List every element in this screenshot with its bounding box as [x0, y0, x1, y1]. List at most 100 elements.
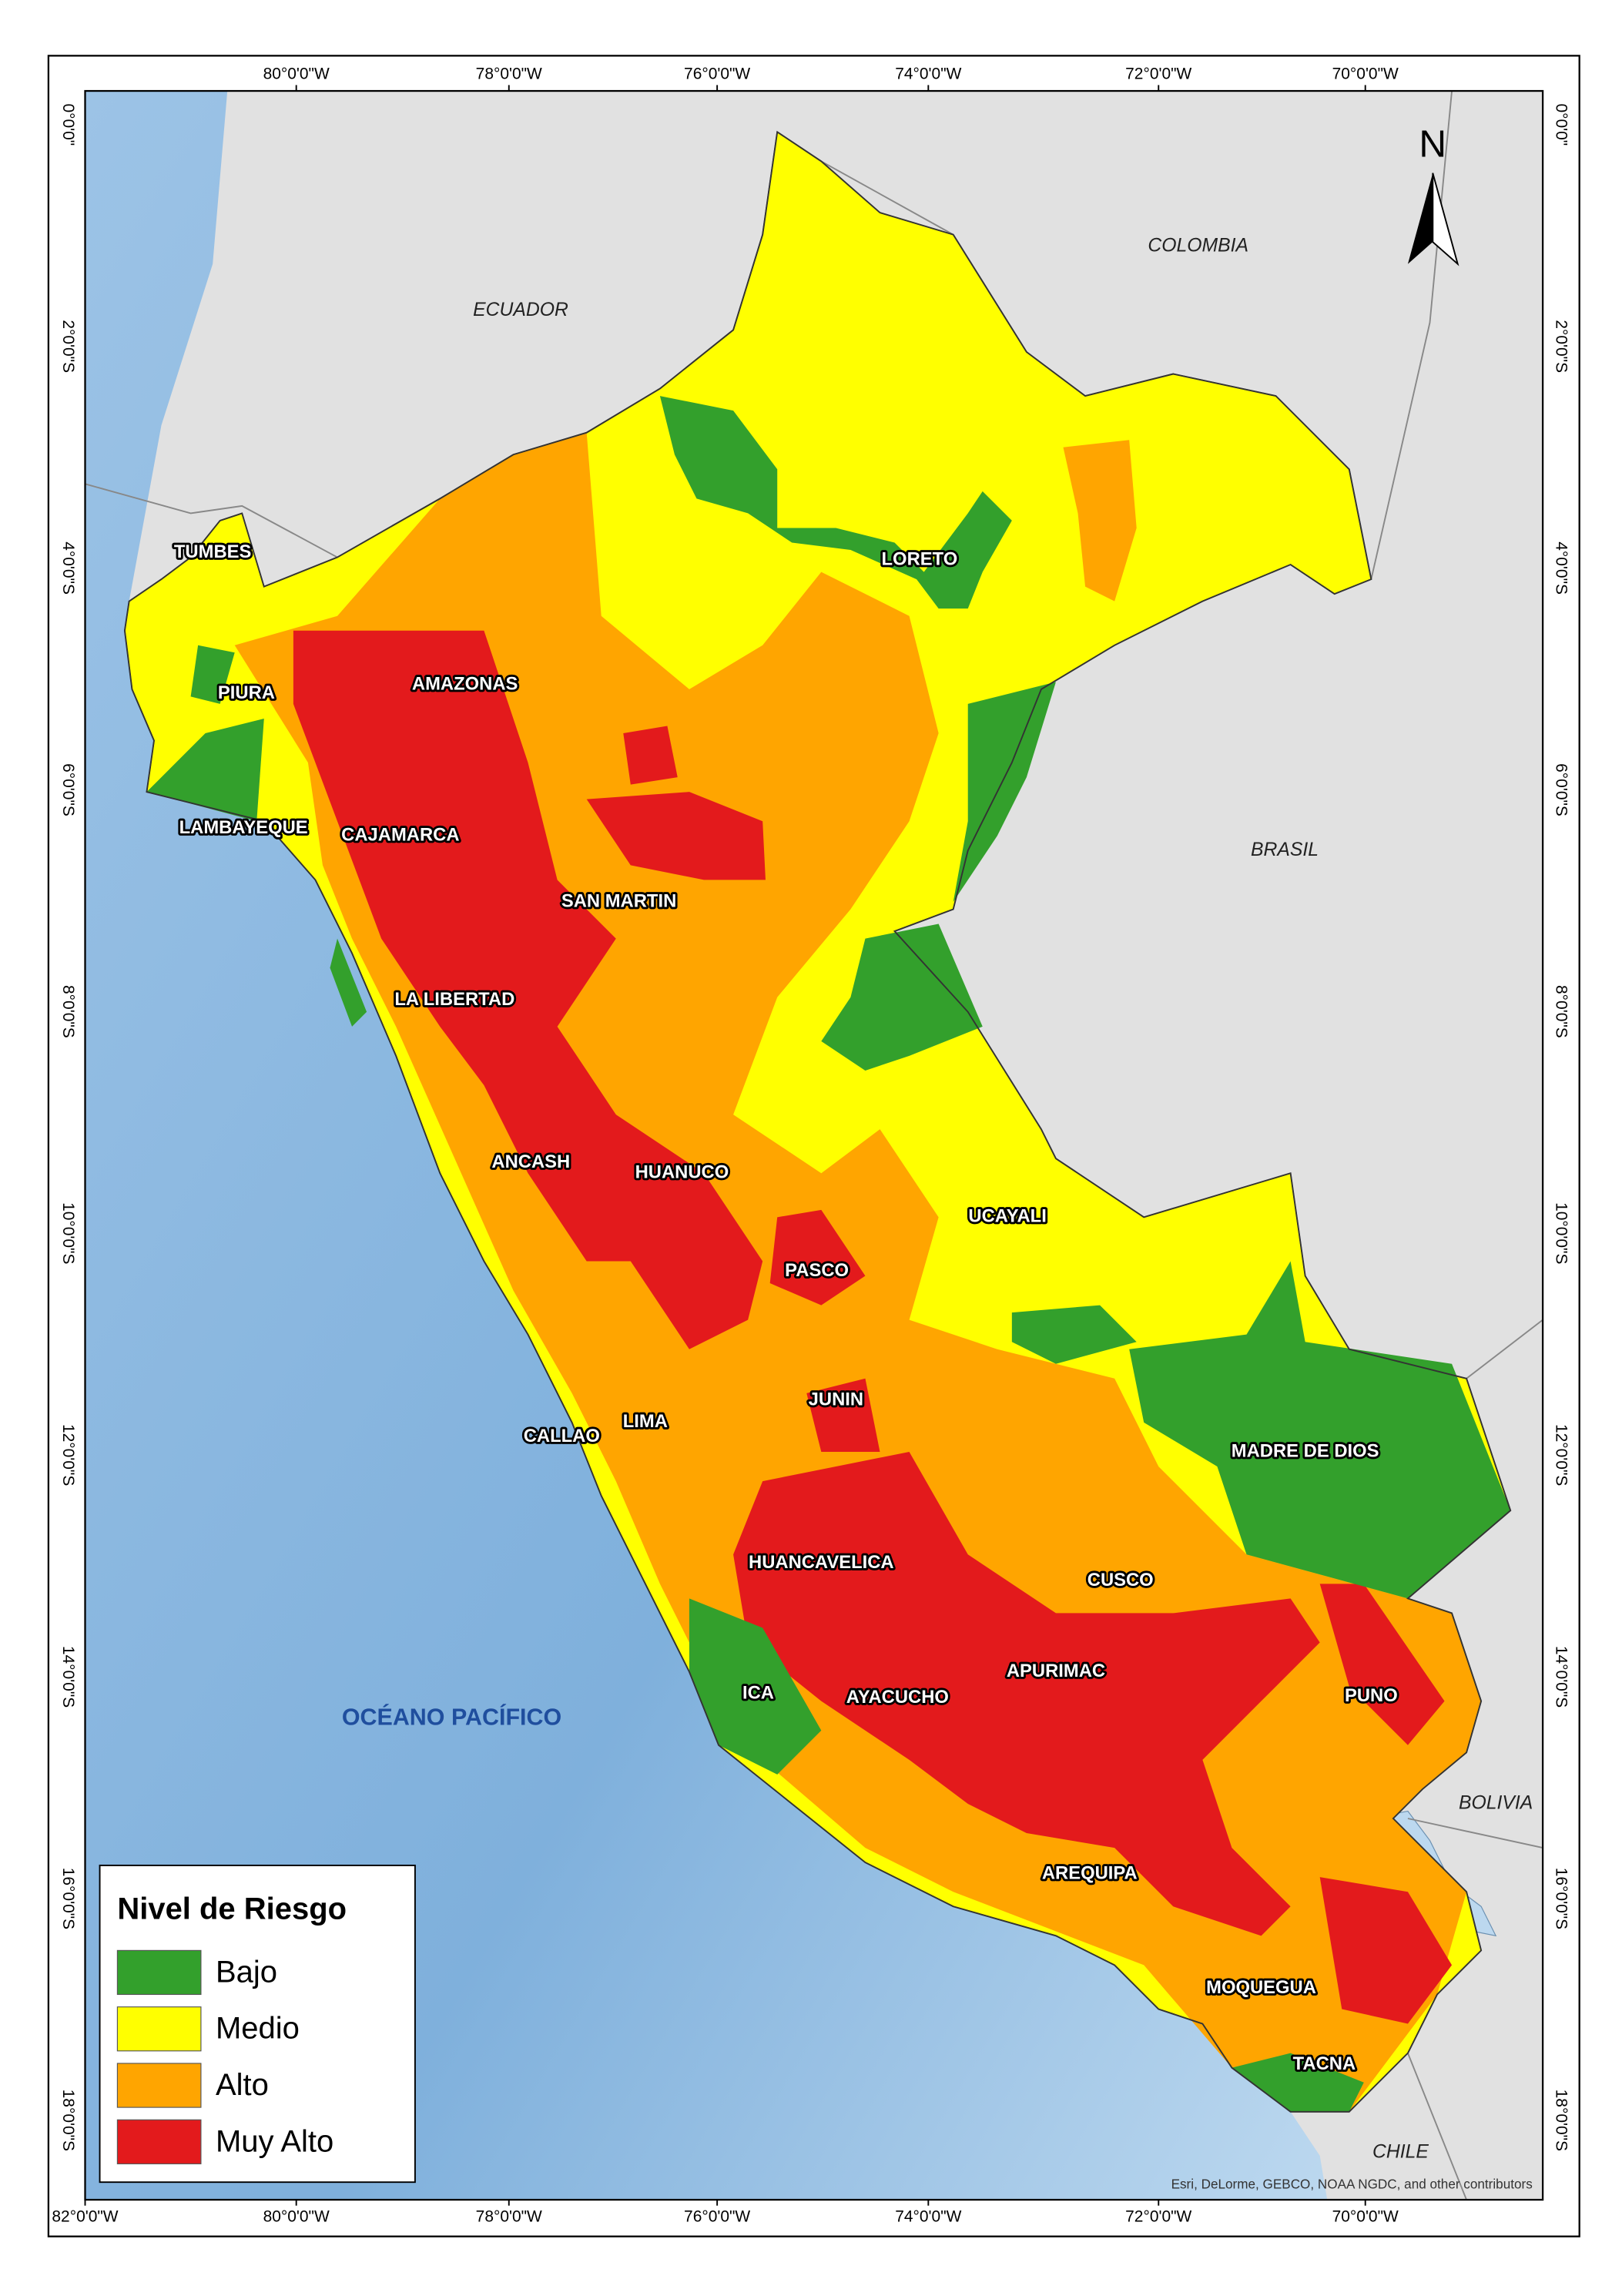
graticule-label-right: 0°0'0" — [1552, 103, 1570, 146]
zone-bajo — [1232, 2053, 1364, 2112]
country-border — [1407, 2053, 1467, 2200]
peru-border — [123, 130, 1512, 2113]
ocean — [85, 91, 1328, 2200]
legend-label: Bajo — [216, 1955, 277, 1989]
zone-muy-alto — [733, 1451, 1320, 1936]
graticule-label-bottom: 82°0'0"W — [52, 2207, 118, 2225]
zone-bajo — [689, 1598, 822, 1775]
country-border — [1466, 1319, 1543, 1379]
graticule-label-bottom: 70°0'0"W — [1332, 2207, 1399, 2225]
region-label: SAN MARTIN — [561, 890, 676, 911]
map-frame — [84, 89, 1544, 2201]
graticule-label-right: 18°0'0"S — [1552, 2090, 1570, 2151]
graticule-label-left: 12°0'0"S — [59, 1424, 77, 1486]
region-label: HUANUCO — [635, 1162, 729, 1183]
legend-swatch — [116, 1949, 202, 1996]
country-border — [1407, 1818, 1543, 1849]
zone-muy-alto — [769, 1209, 866, 1306]
legend-label: Alto — [216, 2068, 269, 2102]
zone-muy-alto — [586, 792, 766, 880]
zone-muy-alto — [623, 726, 678, 785]
region-label: LA LIBERTAD — [394, 989, 514, 1010]
legend-label: Muy Alto — [216, 2124, 333, 2158]
zone-bajo — [330, 938, 367, 1027]
zone-bajo — [1129, 1261, 1511, 1599]
graticule-label-top: 74°0'0"W — [895, 65, 961, 83]
legend-swatch — [116, 2063, 202, 2108]
graticule-label-top: 78°0'0"W — [476, 65, 542, 83]
graticule-label-bottom: 74°0'0"W — [895, 2207, 961, 2225]
legend-title: Nivel de Riesgo — [117, 1892, 347, 1926]
country-label: COLOMBIA — [1148, 235, 1248, 256]
region-label: LAMBAYEQUE — [179, 817, 308, 838]
graticule-label-bottom: 78°0'0"W — [476, 2207, 542, 2225]
region-label: AREQUIPA — [1042, 1863, 1138, 1884]
legend-label: Medio — [216, 2012, 300, 2046]
attribution: Esri, DeLorme, GEBCO, NOAA NGDC, and oth… — [1171, 2177, 1533, 2192]
region-label: TUMBES — [174, 541, 251, 562]
region-label: ICA — [742, 1682, 774, 1703]
zone-bajo — [821, 923, 983, 1071]
graticule-label-left: 4°0'0"S — [59, 541, 77, 595]
region-label: AYACUCHO — [846, 1687, 949, 1708]
graticule-label-right: 6°0'0"S — [1552, 763, 1570, 816]
region-label: CAJAMARCA — [341, 825, 459, 846]
region-label: ANCASH — [491, 1151, 570, 1172]
graticule-label-right: 16°0'0"S — [1552, 1868, 1570, 1929]
zone-bajo — [659, 396, 1012, 609]
north-arrow-half — [1432, 173, 1459, 266]
zone-alto — [1063, 440, 1137, 602]
graticule-label-right: 12°0'0"S — [1552, 1424, 1570, 1486]
region-label: PUNO — [1345, 1685, 1398, 1706]
region-label: JUNIN — [809, 1389, 863, 1410]
graticule-label-top: 76°0'0"W — [684, 65, 750, 83]
graticule-label-bottom: 72°0'0"W — [1125, 2207, 1191, 2225]
zone-muy-alto — [1319, 1877, 1453, 2024]
graticule-label-left: 16°0'0"S — [59, 1868, 77, 1929]
region-label: LORETO — [882, 549, 958, 570]
graticule-label-bottom: 76°0'0"W — [684, 2207, 750, 2225]
zone-muy-alto — [806, 1378, 880, 1452]
graticule-label-left: 0°0'0" — [59, 103, 77, 146]
region-label: PASCO — [785, 1260, 849, 1281]
zone-bajo — [1011, 1305, 1137, 1364]
ocean-label: OCÉANO PACÍFICO — [342, 1704, 561, 1731]
graticule-label-bottom: 80°0'0"W — [263, 2207, 330, 2225]
graticule-label-right: 4°0'0"S — [1552, 541, 1570, 595]
region-label: MADRE DE DIOS — [1232, 1440, 1379, 1461]
region-label: CALLAO — [524, 1426, 600, 1446]
region-label: UCAYALI — [968, 1206, 1046, 1227]
region-label: PIURA — [218, 682, 275, 703]
graticule-label-left: 6°0'0"S — [59, 763, 77, 816]
region-label: CUSCO — [1087, 1570, 1154, 1590]
graticule-label-left: 10°0'0"S — [59, 1202, 77, 1264]
graticule-label-left: 18°0'0"S — [59, 2090, 77, 2151]
legend-swatch — [116, 2006, 202, 2052]
graticule-label-right: 8°0'0"S — [1552, 985, 1570, 1038]
country-label: ECUADOR — [473, 300, 568, 320]
region-label: HUANCAVELICA — [749, 1552, 894, 1573]
zone-bajo — [146, 718, 264, 822]
region-label: MOQUEGUA — [1206, 1977, 1316, 1998]
country-label: BOLIVIA — [1459, 1792, 1533, 1813]
country-border — [1370, 90, 1453, 580]
graticule-label-left: 2°0'0"S — [59, 320, 77, 373]
country-label: CHILE — [1372, 2142, 1429, 2163]
country-label: BRASIL — [1251, 840, 1319, 860]
region-label: TACNA — [1293, 2053, 1356, 2074]
zone-bajo — [190, 645, 235, 704]
legend-swatch — [116, 2119, 202, 2164]
region-label: APURIMAC — [1007, 1661, 1105, 1681]
zone-muy-alto — [1319, 1584, 1445, 1745]
graticule-label-top: 72°0'0"W — [1125, 65, 1191, 83]
zone-bajo — [953, 682, 1056, 902]
graticule-label-top: 80°0'0"W — [263, 65, 330, 83]
graticule-label-left: 14°0'0"S — [59, 1646, 77, 1708]
graticule-label-right: 2°0'0"S — [1552, 320, 1570, 373]
graticule-label-right: 14°0'0"S — [1552, 1646, 1570, 1708]
graticule-label-left: 8°0'0"S — [59, 985, 77, 1038]
region-label: AMAZONAS — [412, 673, 518, 694]
zone-muy-alto — [293, 630, 763, 1349]
